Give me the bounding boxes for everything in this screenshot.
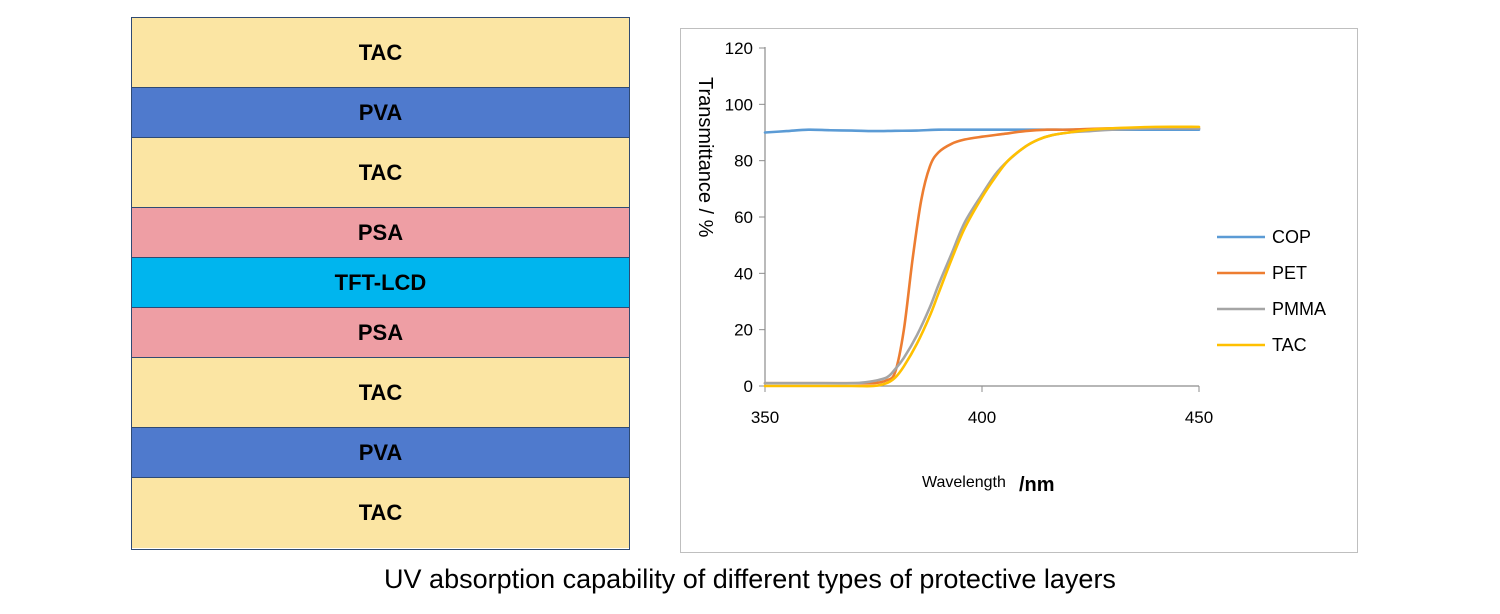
transmittance-chart: 0 20 40 60 80 100 120 350 400 450 COP PET PMMA TAC T…: [694, 39, 1326, 496]
y-tick-label: 80: [734, 152, 753, 171]
layer-tft-lcd-4: TFT-LCD: [132, 258, 629, 308]
figure-caption: UV absorption capability of different ty…: [384, 564, 1116, 594]
x-axis-unit: /nm: [1019, 474, 1055, 496]
x-tick-label: 400: [968, 408, 996, 427]
layer-pva-7: PVA: [132, 428, 629, 478]
y-tick-label: 20: [734, 321, 753, 340]
layer-stack-diagram: TAC PVA TAC PSA TFT-LCD PSA TAC PVA TAC: [131, 17, 630, 550]
layer-tac-0: TAC: [132, 18, 629, 88]
y-tick-label: 100: [725, 95, 753, 114]
x-tick-label: 450: [1185, 408, 1213, 427]
layer-tac-6: TAC: [132, 358, 629, 428]
chart-frame: 0 20 40 60 80 100 120 350 400 450 COP PET PMMA TAC T…: [680, 28, 1358, 553]
layer-pva-1: PVA: [132, 88, 629, 138]
x-tick-label: 350: [751, 408, 779, 427]
y-tick-label: 40: [734, 264, 753, 283]
x-axis-label: Wavelength: [922, 474, 1006, 491]
legend-label-cop: COP: [1272, 227, 1311, 247]
layer-psa-5: PSA: [132, 308, 629, 358]
series-line-pmma: [763, 126, 1201, 385]
layer-tac-2: TAC: [132, 138, 629, 208]
series-line-tac: [763, 125, 1201, 388]
y-tick-label: 120: [725, 39, 753, 58]
legend-label-tac: TAC: [1272, 335, 1307, 355]
legend-label-pet: PET: [1272, 263, 1307, 283]
y-axis-label: Transmittance / %: [694, 77, 716, 238]
series-line-pet: [763, 126, 1201, 385]
layer-tac-8: TAC: [132, 478, 629, 548]
y-tick-label: 60: [734, 208, 753, 227]
y-tick-label: 0: [744, 377, 753, 396]
layer-psa-3: PSA: [132, 208, 629, 258]
legend-label-pmma: PMMA: [1272, 299, 1326, 319]
